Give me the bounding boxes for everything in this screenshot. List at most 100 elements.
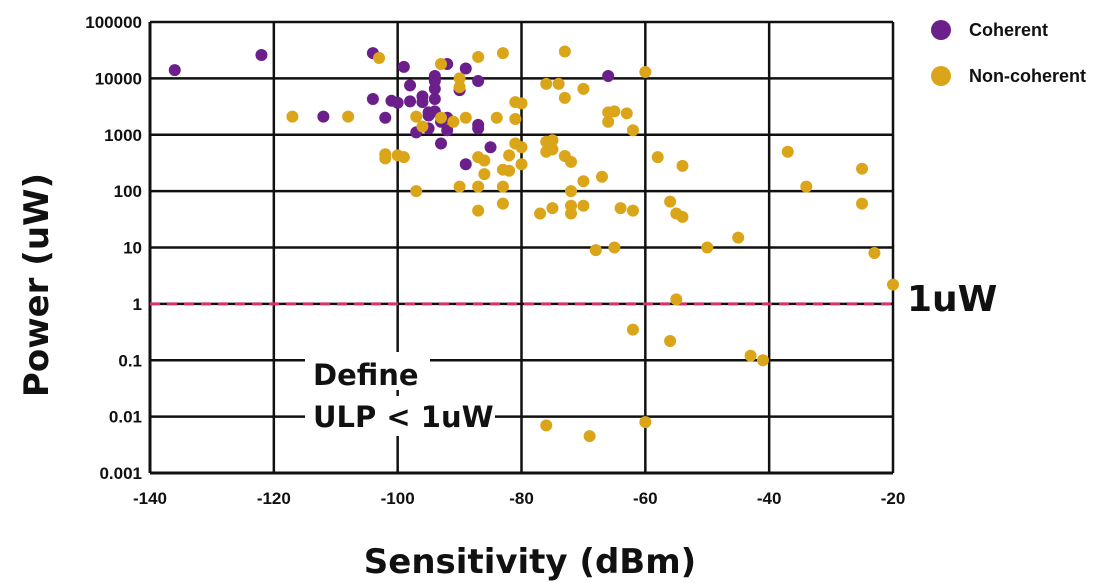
point-non-coherent (416, 120, 429, 133)
point-coherent (435, 137, 448, 150)
y-tick-label: 1000 (104, 126, 142, 145)
point-non-coherent (342, 110, 355, 123)
y-tick-label: 0.001 (99, 464, 142, 483)
point-coherent (459, 158, 472, 171)
point-coherent (484, 141, 497, 154)
y-axis-title: Power (uW) (17, 173, 57, 397)
x-tick-labels: -140 -120 -100 -80 -60 -40 -20 (133, 489, 905, 508)
point-non-coherent (732, 231, 745, 244)
point-non-coherent (453, 81, 466, 94)
annotation-line-1: Define (313, 358, 419, 392)
point-non-coherent (410, 110, 423, 123)
point-coherent (404, 95, 417, 108)
threshold-label: 1uW (907, 279, 997, 320)
y-tick-label: 0.1 (118, 351, 142, 370)
point-coherent (441, 124, 454, 137)
point-coherent (379, 111, 392, 124)
point-non-coherent (286, 110, 299, 123)
legend-label-non-coherent: Non-coherent (969, 66, 1086, 86)
point-non-coherent (410, 185, 423, 198)
x-tick-label: -80 (509, 489, 534, 508)
point-non-coherent (626, 323, 639, 336)
point-non-coherent (577, 199, 590, 212)
point-non-coherent (565, 155, 578, 168)
point-non-coherent (558, 45, 571, 58)
point-coherent (168, 64, 181, 77)
y-tick-label: 1 (133, 295, 142, 314)
x-tick-label: -120 (257, 489, 291, 508)
annotation-line-2: ULP < 1uW (313, 400, 494, 434)
point-non-coherent (664, 334, 677, 347)
point-non-coherent (515, 141, 528, 154)
annotation-bg-2 (305, 396, 495, 436)
axes-frame (148, 22, 893, 475)
point-non-coherent (670, 293, 683, 306)
x-tick-label: -60 (633, 489, 658, 508)
point-coherent (428, 93, 441, 106)
point-non-coherent (478, 168, 491, 181)
x-tick-label: -40 (757, 489, 782, 508)
point-non-coherent (651, 151, 664, 164)
point-non-coherent (565, 185, 578, 198)
point-non-coherent (515, 97, 528, 110)
point-non-coherent (515, 158, 528, 171)
point-non-coherent (496, 197, 509, 210)
point-non-coherent (589, 244, 602, 257)
point-coherent (317, 110, 330, 123)
point-non-coherent (496, 47, 509, 60)
point-coherent (366, 93, 379, 106)
point-non-coherent (856, 197, 869, 210)
point-non-coherent (472, 180, 485, 193)
point-non-coherent (546, 143, 559, 156)
x-axis-title: Sensitivity (dBm) (364, 542, 696, 582)
point-non-coherent (626, 204, 639, 217)
y-tick-label: 10000 (95, 69, 142, 88)
point-non-coherent (577, 175, 590, 188)
point-non-coherent (447, 115, 460, 128)
point-coherent (472, 74, 485, 87)
legend-label-coherent: Coherent (969, 20, 1048, 40)
point-non-coherent (435, 111, 448, 124)
point-non-coherent (558, 91, 571, 104)
point-non-coherent (472, 204, 485, 217)
point-non-coherent (639, 65, 652, 78)
point-coherent (472, 122, 485, 135)
point-non-coherent (534, 207, 547, 220)
annotation-box: Define ULP < 1uW (305, 352, 495, 436)
point-non-coherent (552, 77, 565, 90)
point-non-coherent (565, 207, 578, 220)
point-coherent (404, 79, 417, 92)
y-tick-label: 100 (114, 182, 142, 201)
point-coherent (428, 82, 441, 95)
point-non-coherent (856, 162, 869, 175)
point-non-coherent (490, 111, 503, 124)
legend-marker-coherent (931, 20, 951, 40)
point-non-coherent (496, 180, 509, 193)
point-non-coherent (472, 50, 485, 63)
point-non-coherent (546, 202, 559, 215)
point-coherent (459, 62, 472, 75)
point-non-coherent (595, 170, 608, 183)
point-non-coherent (602, 115, 615, 128)
point-non-coherent (459, 111, 472, 124)
point-non-coherent (887, 278, 899, 291)
point-non-coherent (379, 152, 392, 165)
point-non-coherent (639, 416, 652, 429)
point-coherent (391, 96, 404, 109)
point-non-coherent (503, 149, 516, 162)
point-non-coherent (756, 354, 769, 367)
point-non-coherent (583, 430, 596, 443)
point-non-coherent (614, 202, 627, 215)
point-non-coherent (577, 82, 590, 95)
point-non-coherent (608, 241, 621, 254)
point-non-coherent (509, 113, 522, 126)
point-non-coherent (676, 210, 689, 223)
point-non-coherent (478, 154, 491, 167)
point-coherent (602, 70, 615, 83)
point-non-coherent (453, 72, 466, 85)
data-points (168, 45, 899, 443)
legend-marker-non-coherent (931, 66, 951, 86)
point-non-coherent (626, 124, 639, 137)
point-non-coherent (701, 241, 714, 254)
